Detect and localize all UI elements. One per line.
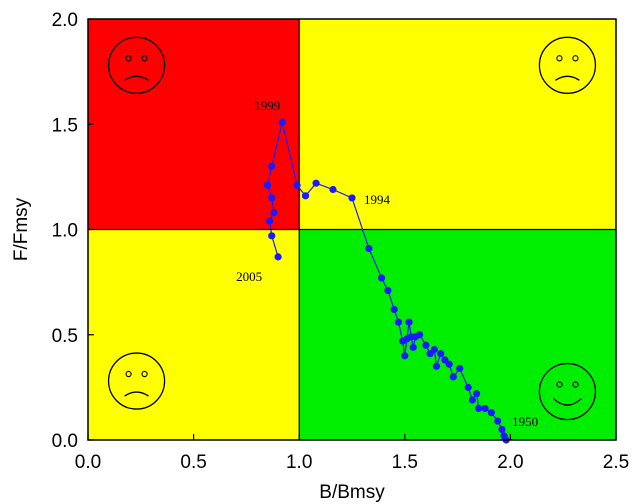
trajectory-point xyxy=(456,364,464,373)
trajectory-point xyxy=(422,341,430,349)
quadrant-lower-right xyxy=(299,229,616,440)
trajectory-point xyxy=(348,194,356,202)
happy-face-icon xyxy=(538,362,597,421)
trajectory-point xyxy=(487,409,495,417)
quadrant-upper-left xyxy=(88,19,300,230)
annotation-year-1994: 1994 xyxy=(364,192,391,207)
trajectory-point xyxy=(312,179,320,187)
trajectory-point xyxy=(426,350,434,358)
trajectory-point xyxy=(274,253,282,261)
trajectory-point xyxy=(293,181,301,189)
tick-marks xyxy=(87,18,617,441)
x-tick-label: 2.5 xyxy=(603,452,629,473)
y-axis-label: F/Fmsy xyxy=(11,197,32,261)
trajectory-point xyxy=(432,362,441,370)
sad-face-icon xyxy=(107,352,166,410)
trajectory-point xyxy=(268,162,276,170)
trajectory-point xyxy=(268,232,276,240)
annotation-year-1950: 1950 xyxy=(512,414,538,429)
x-tick-label: 1.0 xyxy=(286,452,312,473)
annotation-year-2005: 2005 xyxy=(236,269,262,284)
trajectory-point xyxy=(401,352,409,360)
trajectory-point xyxy=(441,356,449,364)
trajectory-point xyxy=(481,404,489,413)
reference-lines xyxy=(88,19,616,440)
y-tick-label: 2.0 xyxy=(52,10,78,31)
trajectory-point xyxy=(449,373,457,381)
sad-face-icon xyxy=(538,36,597,94)
trajectory-point xyxy=(464,383,472,391)
trajectory-point xyxy=(409,343,417,351)
face-icons xyxy=(107,36,597,421)
y-tick-label: 0.5 xyxy=(52,326,78,347)
trajectory-point xyxy=(405,318,413,326)
trajectory-point xyxy=(365,244,373,253)
trajectory-point xyxy=(268,194,276,202)
trajectory-point xyxy=(498,425,506,434)
quadrant-lower-left xyxy=(88,229,300,440)
y-tick-label: 1.0 xyxy=(52,221,78,242)
y-tick-label: 0.0 xyxy=(52,431,78,452)
trajectory-point xyxy=(377,274,386,282)
trajectory-point xyxy=(399,337,407,345)
y-tick-label: 1.5 xyxy=(52,115,78,136)
trajectory-point xyxy=(301,192,310,200)
trajectory-point xyxy=(329,185,337,194)
x-axis-ticks: 0.0 0.5 1.0 1.5 2.0 2.5 xyxy=(75,452,629,473)
year-annotations: 1999 1994 2005 1950 xyxy=(236,98,538,429)
sad-face-icon xyxy=(107,36,166,94)
quadrant-upper-right xyxy=(299,19,616,230)
x-tick-label: 1.5 xyxy=(392,452,418,473)
trajectory-point xyxy=(390,305,398,314)
x-tick-label: 0.5 xyxy=(180,452,206,473)
trajectory-point xyxy=(437,350,445,358)
annotation-year-1999: 1999 xyxy=(254,98,280,113)
quadrant-layer xyxy=(88,19,616,440)
trajectory-series xyxy=(263,118,510,444)
x-tick-label: 2.0 xyxy=(497,452,523,473)
trajectory-point xyxy=(468,396,476,404)
trajectory-point xyxy=(384,286,392,295)
trajectory-point xyxy=(475,404,483,413)
trajectory-points xyxy=(263,118,510,444)
x-axis-label: B/Bmsy xyxy=(319,482,385,503)
trajectory-point xyxy=(473,390,481,398)
y-axis-ticks: 0.0 0.5 1.0 1.5 2.0 xyxy=(52,10,78,452)
trajectory-point xyxy=(500,432,508,440)
trajectory-point xyxy=(270,209,278,217)
trajectory-point xyxy=(394,318,403,326)
trajectory-point xyxy=(494,417,502,425)
trajectory-point xyxy=(278,118,286,126)
trajectory-point xyxy=(263,181,272,189)
trajectory-point xyxy=(266,217,274,225)
x-tick-label: 0.0 xyxy=(75,452,101,473)
